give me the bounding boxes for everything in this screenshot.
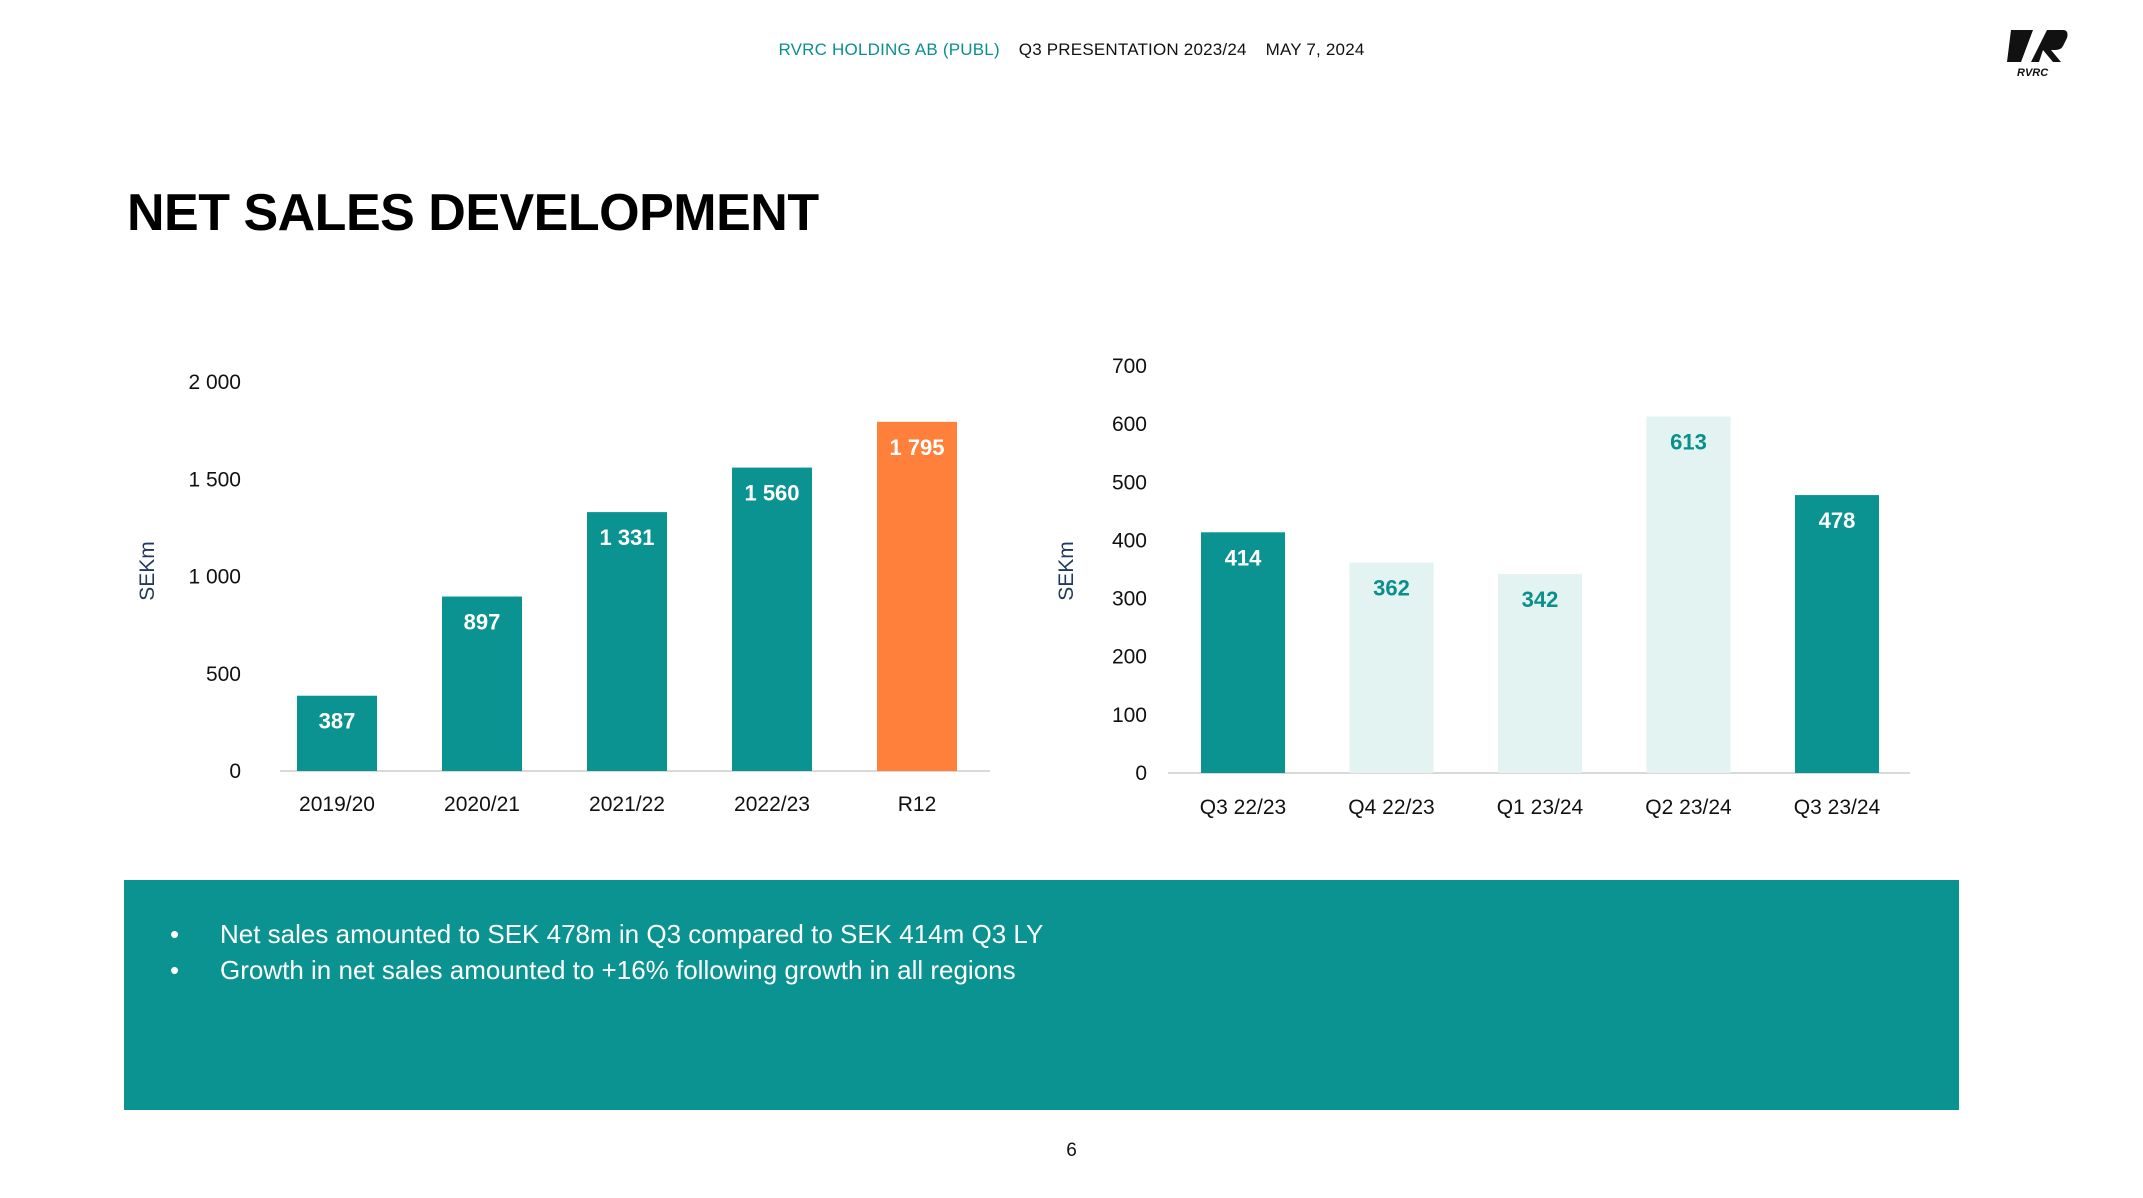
x-category-label: Q2 23/24 <box>1645 796 1732 819</box>
bar <box>587 512 667 771</box>
bar-value-label: 478 <box>1819 508 1856 533</box>
bar <box>877 421 957 771</box>
x-category-label: 2021/22 <box>589 793 665 816</box>
x-category-label: 2020/21 <box>444 793 520 816</box>
summary-text: Growth in net sales amounted to +16% fol… <box>220 955 1016 985</box>
x-category-label: Q1 23/24 <box>1497 796 1584 819</box>
summary-list: • Net sales amounted to SEK 478m in Q3 co… <box>170 916 1043 988</box>
y-tick-label: 0 <box>229 760 241 783</box>
y-tick-label: 1 500 <box>188 468 241 491</box>
bar-value-label: 362 <box>1373 576 1410 601</box>
y-tick-label: 600 <box>1112 413 1147 436</box>
bar <box>1349 562 1434 773</box>
y-tick-label: 0 <box>1135 762 1147 785</box>
y-tick-label: 700 <box>1112 355 1147 378</box>
bar <box>297 695 377 771</box>
bar <box>1201 532 1285 773</box>
y-tick-label: 500 <box>1112 471 1147 494</box>
bullet-marker: • <box>170 955 180 985</box>
slide-header: RVRC HOLDING AB (PUBL) Q3 PRESENTATION 2… <box>0 40 2143 60</box>
presentation-date: MAY 7, 2024 <box>1265 40 1365 59</box>
x-category-label: 2019/20 <box>299 793 375 816</box>
rvrc-logo-icon: RVRC <box>2007 30 2068 79</box>
bar-value-label: 1 560 <box>744 481 799 506</box>
page-title: NET SALES DEVELOPMENT <box>127 184 819 242</box>
x-category-label: 2022/23 <box>734 793 810 816</box>
bar-value-label: 1 795 <box>889 435 944 460</box>
y-tick-label: 1 000 <box>188 566 241 589</box>
summary-point: • Net sales amounted to SEK 478m in Q3 co… <box>170 916 1043 952</box>
bar <box>442 596 522 771</box>
bar-value-label: 613 <box>1670 430 1707 455</box>
logo-text: RVRC <box>2017 67 2049 79</box>
x-category-label: Q3 22/23 <box>1200 796 1286 819</box>
company-name: RVRC HOLDING AB (PUBL) <box>778 40 1000 59</box>
presentation-name: Q3 PRESENTATION 2023/24 <box>1018 40 1247 59</box>
y-tick-label: 2 000 <box>188 371 241 394</box>
annual-net-sales-chart: 0 500 1 000 1 500 2 000 SEKm 387 2019/20 897 2020… <box>136 371 990 816</box>
bar <box>1795 495 1879 773</box>
x-category-label: R12 <box>898 793 937 816</box>
page-number: 6 <box>1066 1140 1077 1161</box>
bar <box>1498 574 1582 773</box>
y-tick-label: 100 <box>1112 704 1147 727</box>
summary-point: • Growth in net sales amounted to +16% fo… <box>170 952 1043 988</box>
bar-value-label: 1 331 <box>599 525 654 550</box>
bullet-marker: • <box>170 919 180 949</box>
y-tick-label: 300 <box>1112 588 1147 611</box>
x-category-label: Q3 23/24 <box>1794 796 1881 819</box>
bar-value-label: 897 <box>464 610 501 635</box>
bar-value-label: 342 <box>1522 587 1559 612</box>
bar-value-label: 414 <box>1225 545 1262 570</box>
summary-text: Net sales amounted to SEK 478m in Q3 com… <box>220 919 1044 949</box>
bar <box>732 467 812 771</box>
quarterly-net-sales-chart: 0 100 200 300 400 500 600 700 SEKm 414 Q3 22/23 362… <box>1055 355 1910 819</box>
y-axis-label: SEKm <box>1055 541 1078 601</box>
y-axis-label: SEKm <box>136 541 159 601</box>
summary-panel: • Net sales amounted to SEK 478m in Q3 co… <box>124 880 1959 1110</box>
y-tick-label: 400 <box>1112 529 1147 552</box>
bar-value-label: 387 <box>319 709 356 734</box>
y-tick-label: 200 <box>1112 646 1147 669</box>
x-category-label: Q4 22/23 <box>1348 796 1434 819</box>
bar <box>1646 416 1731 773</box>
y-tick-label: 500 <box>206 663 241 686</box>
